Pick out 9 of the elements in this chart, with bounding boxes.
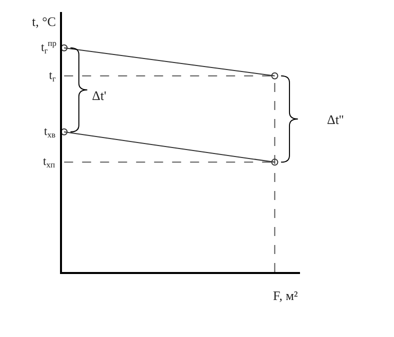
series-label: t$_{хв}$ <box>44 124 56 140</box>
point <box>271 72 278 80</box>
annotation: Δt' <box>92 88 106 103</box>
ref-line-label: t$_{хп}$ <box>43 154 56 170</box>
x-axis-title: F, м² <box>273 288 298 303</box>
point <box>271 158 278 166</box>
y-axis-title: t, °C <box>32 14 56 29</box>
ref-line-label: t$_{г}$ <box>49 68 56 84</box>
annotation: Δt'' <box>327 112 344 127</box>
